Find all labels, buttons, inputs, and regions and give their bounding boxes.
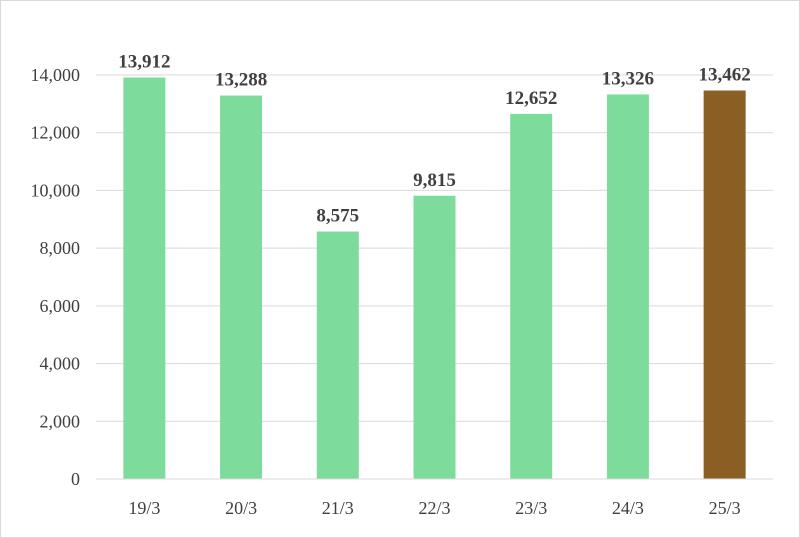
data-label: 12,652: [505, 88, 557, 109]
x-tick-label: 24/3: [612, 498, 644, 518]
bar: [123, 77, 166, 479]
y-tick-label: 10,000: [31, 180, 81, 200]
x-tick-label: 21/3: [322, 498, 354, 518]
y-tick-label: 0: [71, 469, 80, 489]
x-tick-label: 22/3: [418, 498, 450, 518]
bar: [703, 90, 746, 479]
bar: [220, 95, 263, 479]
x-tick-label: 25/3: [709, 498, 741, 518]
y-tick-label: 2,000: [40, 411, 81, 431]
x-tick-label: 20/3: [225, 498, 257, 518]
bars: [123, 77, 746, 480]
data-label: 13,326: [602, 68, 654, 89]
y-tick-label: 8,000: [40, 238, 81, 258]
x-tick-label: 19/3: [128, 498, 160, 518]
data-label: 13,912: [118, 52, 170, 73]
x-axis-ticks: 19/3 20/3 21/3 22/3 23/3 24/3 25/3: [128, 498, 740, 518]
y-tick-label: 14,000: [31, 65, 81, 85]
bar: [606, 94, 649, 480]
data-labels: 13,912 13,288 8,575 9,815 12,652 13,326 13,462: [118, 52, 751, 227]
bar: [316, 231, 359, 479]
data-label: 9,815: [413, 170, 456, 191]
bar: [510, 113, 553, 480]
bar: [413, 195, 456, 479]
y-axis-ticks: 0 2,000 4,000 6,000 8,000 10,000 12,000 14,000: [31, 65, 81, 489]
data-label: 13,288: [215, 70, 267, 91]
x-tick-label: 23/3: [515, 498, 547, 518]
y-tick-label: 12,000: [31, 123, 81, 143]
data-label: 13,462: [699, 65, 751, 86]
data-label: 8,575: [316, 206, 359, 227]
y-tick-label: 6,000: [40, 296, 81, 316]
y-tick-label: 4,000: [40, 354, 81, 374]
